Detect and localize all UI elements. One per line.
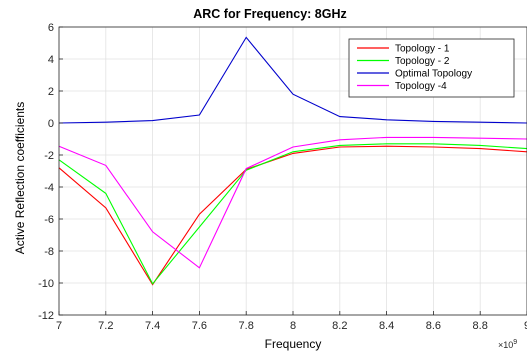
x-axis-label: Frequency — [265, 337, 322, 351]
x-tick-label: 7.2 — [98, 320, 113, 332]
x-tick-label: 7.6 — [192, 320, 207, 332]
axis-ticks — [58, 26, 527, 316]
x-axis-exponent: ×109 — [498, 339, 517, 350]
series-line-1 — [58, 145, 527, 286]
y-tick-label: 0 — [48, 118, 54, 130]
y-tick-label: -4 — [44, 182, 54, 194]
x-tick-label: 8.2 — [332, 320, 347, 332]
x-tick-label: 7.4 — [145, 320, 160, 332]
y-tick-label: 6 — [48, 22, 54, 34]
y-axis-label: Active Reflection coefficients — [13, 102, 27, 255]
series-lines — [58, 36, 527, 286]
x-tick-label: 7 — [56, 320, 62, 332]
y-tick-label: -8 — [44, 246, 54, 258]
series-line-3 — [58, 36, 527, 124]
x-tick-label: 9 — [524, 320, 527, 332]
legend-label-4: Topology -4 — [395, 81, 447, 92]
y-tick-label: -6 — [44, 214, 54, 226]
x-tick-label: 8.8 — [473, 320, 488, 332]
x-tick-label: 7.8 — [239, 320, 254, 332]
legend-label-1: Topology - 1 — [395, 44, 450, 55]
legend-label-2: Topology - 2 — [395, 56, 450, 67]
legend-label-3: Optimal Topology — [395, 69, 472, 80]
series-line-2 — [58, 143, 527, 285]
x-tick-labels: 7 7.2 7.4 7.6 7.8 8 8.2 8.4 8.6 8.8 9 — [56, 320, 527, 332]
chart-title: ARC for Frequency: 8GHz — [193, 7, 347, 21]
y-tick-label: 2 — [48, 86, 54, 98]
x-tick-label: 8 — [290, 320, 296, 332]
x-tick-label: 8.6 — [426, 320, 441, 332]
x-tick-label: 8.4 — [379, 320, 394, 332]
y-tick-labels: -12 -10 -8 -6 -4 -2 0 2 4 6 — [38, 22, 54, 322]
y-tick-label: 4 — [48, 54, 54, 66]
y-tick-label: -10 — [38, 278, 54, 290]
series-line-4 — [58, 136, 527, 269]
y-tick-label: -2 — [44, 150, 54, 162]
legend-box — [348, 38, 515, 98]
y-tick-label: -12 — [38, 310, 54, 322]
